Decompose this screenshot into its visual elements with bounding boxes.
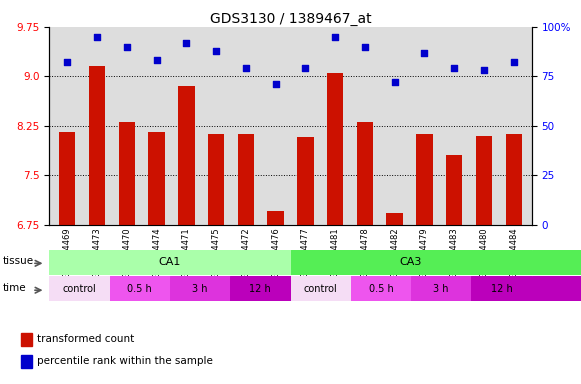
- Text: 12 h: 12 h: [490, 284, 512, 294]
- Point: [182, 40, 191, 46]
- Text: 0.5 h: 0.5 h: [127, 284, 152, 294]
- Text: tissue: tissue: [2, 256, 34, 266]
- Bar: [59, 132, 76, 225]
- Bar: [505, 134, 522, 225]
- Bar: [416, 134, 433, 225]
- Bar: [148, 132, 165, 225]
- Bar: [21, 355, 31, 368]
- Bar: [238, 134, 254, 225]
- Text: control: control: [63, 284, 96, 294]
- Text: 3 h: 3 h: [433, 284, 449, 294]
- Bar: [89, 66, 105, 225]
- Bar: [357, 122, 373, 225]
- Point: [63, 60, 72, 66]
- Text: 3 h: 3 h: [192, 284, 208, 294]
- Text: transformed count: transformed count: [37, 334, 134, 344]
- Bar: [119, 122, 135, 225]
- Bar: [208, 134, 224, 225]
- Text: 12 h: 12 h: [249, 284, 271, 294]
- Point: [211, 48, 221, 54]
- Text: control: control: [304, 284, 338, 294]
- Point: [509, 60, 518, 66]
- Text: time: time: [2, 283, 26, 293]
- Bar: [327, 73, 343, 225]
- Text: 0.5 h: 0.5 h: [368, 284, 393, 294]
- Point: [390, 79, 399, 85]
- Bar: [476, 136, 492, 225]
- Point: [301, 65, 310, 71]
- Text: CA3: CA3: [400, 257, 422, 267]
- Point: [122, 44, 131, 50]
- Text: CA1: CA1: [159, 257, 181, 267]
- Point: [331, 34, 340, 40]
- Point: [479, 67, 489, 73]
- Bar: [178, 86, 195, 225]
- Point: [152, 58, 161, 64]
- Bar: [297, 137, 314, 225]
- Point: [271, 81, 280, 87]
- Bar: [446, 156, 462, 225]
- Title: GDS3130 / 1389467_at: GDS3130 / 1389467_at: [210, 12, 371, 26]
- Point: [92, 34, 102, 40]
- Point: [241, 65, 250, 71]
- Bar: [21, 333, 31, 346]
- Text: percentile rank within the sample: percentile rank within the sample: [37, 356, 213, 366]
- Point: [450, 65, 459, 71]
- Bar: [267, 212, 284, 225]
- Point: [360, 44, 370, 50]
- Point: [420, 50, 429, 56]
- Bar: [386, 214, 403, 225]
